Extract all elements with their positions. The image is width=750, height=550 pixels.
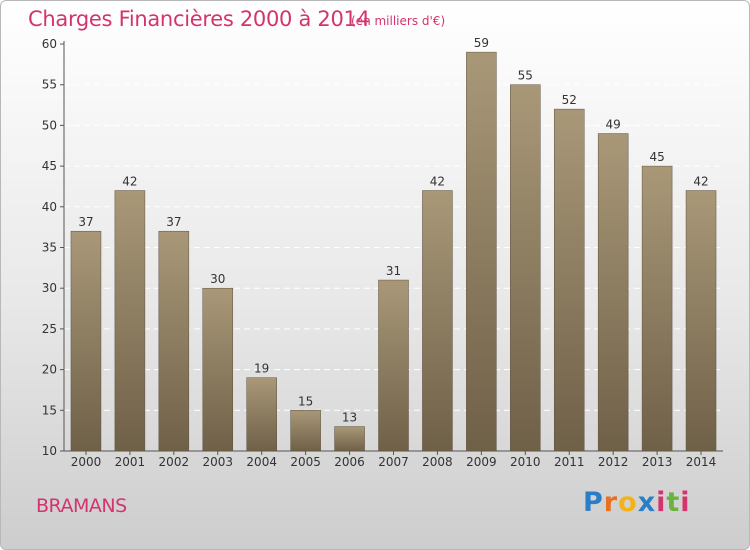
x-tick-label: 2007 (378, 455, 409, 469)
bar (510, 84, 541, 452)
x-tick-label: 2004 (246, 455, 277, 469)
bar (158, 230, 190, 452)
y-tick-label: 60 (42, 37, 57, 51)
proxiti-logo: Proxiti (583, 487, 691, 518)
bar (378, 279, 409, 452)
bar-value-label: 42 (430, 175, 445, 189)
bar-value-label: 13 (342, 411, 357, 425)
bar-value-label: 45 (649, 150, 664, 164)
bar-value-label: 30 (210, 272, 225, 286)
bar (290, 410, 321, 452)
logo-letter: o (618, 487, 638, 518)
bar-value-label: 37 (78, 215, 93, 229)
bar (422, 190, 453, 452)
bar-value-label: 19 (254, 362, 269, 376)
y-tick-label: 30 (42, 281, 57, 295)
x-tick-label: 2009 (466, 455, 497, 469)
y-tick-label: 40 (42, 200, 57, 214)
bar (114, 190, 146, 452)
x-tick-label: 2005 (290, 455, 321, 469)
y-tick-label: 50 (42, 118, 57, 132)
bar (246, 377, 277, 452)
logo-letter: x (637, 487, 657, 518)
bar-value-label: 42 (693, 175, 708, 189)
bar-value-label: 31 (386, 264, 401, 278)
bar-value-label: 49 (606, 118, 621, 132)
logo-letter: t (666, 487, 681, 518)
bar-value-label: 37 (166, 215, 181, 229)
bar (70, 230, 102, 452)
bar (641, 165, 673, 452)
x-tick-label: 2008 (422, 455, 453, 469)
bar-value-label: 59 (474, 36, 489, 50)
x-tick-label: 2001 (115, 455, 146, 469)
bar (685, 190, 717, 452)
place-name: BRAMANS (36, 495, 127, 517)
bar (597, 133, 629, 452)
x-tick-label: 2014 (686, 455, 717, 469)
x-tick-label: 2013 (642, 455, 673, 469)
bar-value-label: 42 (122, 175, 137, 189)
y-tick-label: 25 (42, 322, 57, 336)
bar (466, 51, 497, 452)
logo-letter: r (603, 487, 619, 518)
bar (334, 426, 365, 452)
x-tick-label: 2002 (159, 455, 190, 469)
x-tick-label: 2010 (510, 455, 541, 469)
x-tick-label: 2012 (598, 455, 629, 469)
bar-value-label: 15 (298, 394, 313, 408)
y-tick-label: 35 (42, 241, 57, 255)
chart-title: Charges Financières 2000 à 2014 (28, 7, 370, 31)
y-tick-label: 20 (42, 363, 57, 377)
logo-letter: i (656, 487, 667, 518)
bar-value-label: 52 (562, 93, 577, 107)
y-tick-label: 45 (42, 159, 57, 173)
bar-value-label: 55 (518, 69, 533, 83)
x-tick-label: 2006 (334, 455, 365, 469)
x-tick-label: 2003 (202, 455, 233, 469)
x-tick-label: 2011 (554, 455, 585, 469)
bar (202, 287, 234, 452)
y-tick-label: 15 (42, 403, 57, 417)
chart-subtitle: (en milliers d'€) (351, 14, 446, 28)
bar (553, 108, 585, 452)
y-tick-label: 10 (42, 444, 57, 458)
x-tick-label: 2000 (71, 455, 102, 469)
logo-letter: i (680, 487, 691, 518)
logo-letter: P (583, 487, 604, 518)
y-tick-label: 55 (42, 78, 57, 92)
